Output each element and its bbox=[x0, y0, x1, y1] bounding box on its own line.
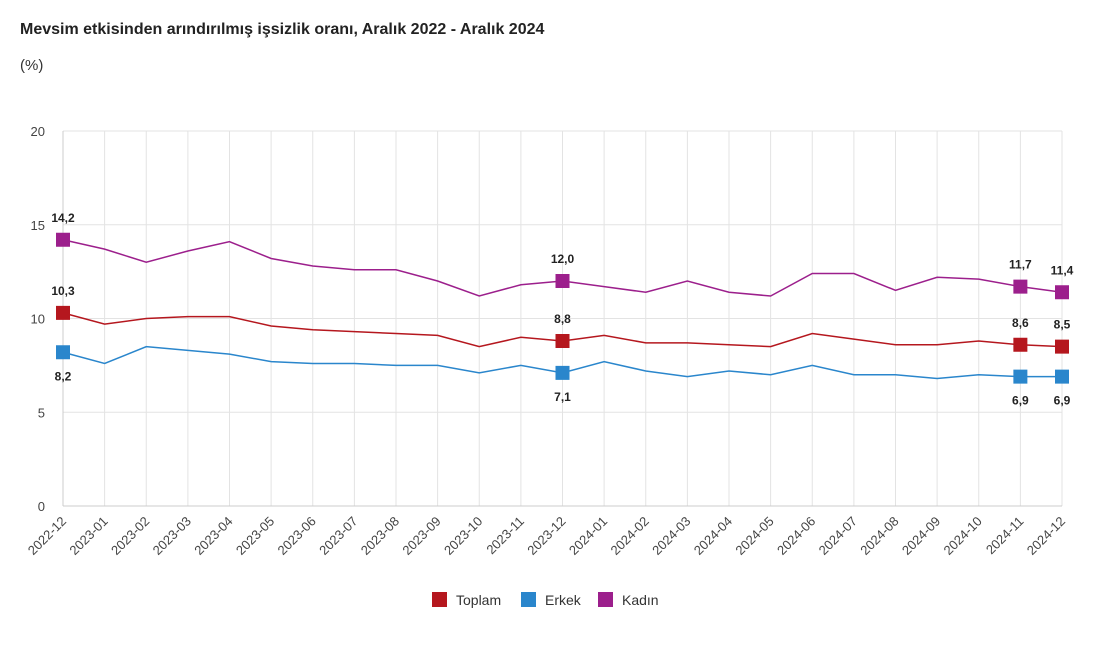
x-tick-label: 2023-05 bbox=[233, 514, 277, 558]
legend-label: Kadın bbox=[622, 592, 659, 608]
x-tick-label: 2023-04 bbox=[191, 514, 235, 558]
x-tick-label: 2024-08 bbox=[857, 514, 901, 558]
legend-swatch bbox=[521, 592, 536, 607]
x-tick-label: 2024-05 bbox=[732, 514, 776, 558]
x-tick-label: 2023-11 bbox=[483, 514, 527, 558]
data-label: 6,9 bbox=[1012, 394, 1029, 408]
legend-label: Toplam bbox=[456, 592, 501, 608]
x-tick-label: 2024-02 bbox=[608, 514, 652, 558]
legend-swatch bbox=[598, 592, 613, 607]
legend-label: Erkek bbox=[545, 592, 582, 608]
data-marker bbox=[56, 232, 70, 247]
x-tick-label: 2023-02 bbox=[108, 514, 152, 558]
x-tick-label: 2022-12 bbox=[25, 514, 69, 558]
data-marker bbox=[555, 274, 570, 288]
data-label: 10,3 bbox=[51, 284, 75, 298]
x-tick-label: 2024-07 bbox=[816, 514, 860, 558]
data-marker bbox=[1013, 369, 1028, 384]
x-tick-label: 2024-11 bbox=[983, 514, 1027, 558]
data-marker bbox=[1055, 369, 1069, 384]
data-marker bbox=[56, 345, 70, 360]
legend-swatch bbox=[432, 592, 447, 607]
data-marker bbox=[1055, 339, 1069, 354]
data-marker bbox=[555, 365, 570, 380]
x-tick-label: 2024-01 bbox=[566, 514, 610, 558]
data-label: 11,4 bbox=[1051, 263, 1074, 277]
x-tick-label: 2023-09 bbox=[399, 514, 443, 558]
data-label: 6,9 bbox=[1054, 394, 1071, 408]
x-tick-label: 2023-10 bbox=[441, 514, 485, 558]
x-tick-label: 2024-12 bbox=[1024, 514, 1068, 558]
data-label: 8,2 bbox=[55, 369, 72, 383]
y-tick-label: 10 bbox=[31, 312, 45, 327]
x-tick-label: 2024-06 bbox=[774, 514, 818, 558]
x-tick-label: 2023-08 bbox=[358, 514, 402, 558]
data-marker bbox=[1055, 285, 1069, 300]
x-tick-label: 2024-10 bbox=[941, 514, 985, 558]
data-label: 8,8 bbox=[554, 312, 571, 326]
data-marker bbox=[56, 305, 70, 320]
x-tick-label: 2023-01 bbox=[66, 514, 110, 558]
x-tick-label: 2023-06 bbox=[275, 514, 319, 558]
data-marker bbox=[1013, 279, 1028, 294]
data-label: 8,6 bbox=[1012, 316, 1029, 330]
x-tick-label: 2024-09 bbox=[899, 514, 943, 558]
x-tick-label: 2023-03 bbox=[150, 514, 194, 558]
data-label: 7,1 bbox=[554, 390, 571, 404]
x-tick-label: 2024-03 bbox=[649, 514, 693, 558]
data-label: 14,2 bbox=[51, 211, 75, 225]
chart-title: Mevsim etkisinden arındırılmış işsizlik … bbox=[20, 21, 545, 38]
x-tick-label: 2024-04 bbox=[691, 514, 735, 558]
data-marker bbox=[1013, 337, 1028, 352]
y-tick-label: 5 bbox=[38, 405, 45, 420]
unit-label: (%) bbox=[20, 57, 44, 74]
data-label: 11,7 bbox=[1009, 258, 1032, 272]
y-tick-label: 0 bbox=[38, 499, 45, 514]
y-tick-label: 20 bbox=[31, 124, 45, 139]
y-tick-label: 15 bbox=[31, 218, 45, 233]
data-label: 8,5 bbox=[1054, 318, 1071, 332]
x-tick-label: 2023-07 bbox=[316, 514, 360, 558]
x-tick-label: 2023-12 bbox=[524, 514, 568, 558]
data-marker bbox=[555, 334, 570, 348]
data-label: 12,0 bbox=[551, 252, 575, 266]
